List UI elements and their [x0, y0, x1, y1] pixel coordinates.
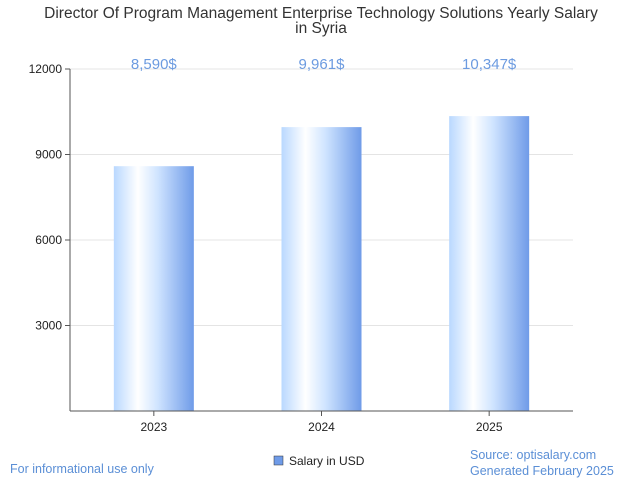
data-label-2024: 9,961$: [299, 56, 346, 73]
source-text: Source: optisalary.com: [470, 448, 597, 462]
x-tick-label-2023: 2023: [140, 420, 167, 434]
info-note: For informational use only: [10, 462, 154, 476]
bar-2023: [113, 166, 194, 411]
bar-2025: [449, 116, 530, 411]
x-axis-labels: 2023 2024 2025: [140, 411, 503, 434]
x-tick-label-2024: 2024: [308, 420, 335, 434]
legend-swatch: [273, 455, 284, 466]
legend-label: Salary in USD: [289, 454, 365, 468]
source-block: Source: optisalary.com Generated Februar…: [470, 447, 614, 479]
generated-text: Generated February 2025: [470, 464, 614, 478]
y-tick-label-9000: 9000: [35, 148, 62, 162]
legend: Salary in USD: [273, 454, 365, 468]
data-labels: 8,590$ 9,961$ 10,347$: [131, 56, 517, 73]
y-tick-label-12000: 12000: [29, 62, 63, 76]
bars: [113, 116, 530, 411]
x-tick-label-2025: 2025: [476, 420, 503, 434]
y-axis-labels: 3000 6000 9000 12000: [29, 62, 63, 333]
data-label-2023: 8,590$: [131, 56, 178, 73]
bar-2024: [281, 127, 362, 411]
y-tick-label-3000: 3000: [35, 319, 62, 333]
data-label-2025: 10,347$: [462, 56, 517, 73]
y-tick-label-6000: 6000: [35, 233, 62, 247]
chart-title-line-2: in Syria: [295, 20, 347, 37]
chart-title-line-1: Director Of Program Management Enterpris…: [44, 5, 598, 22]
